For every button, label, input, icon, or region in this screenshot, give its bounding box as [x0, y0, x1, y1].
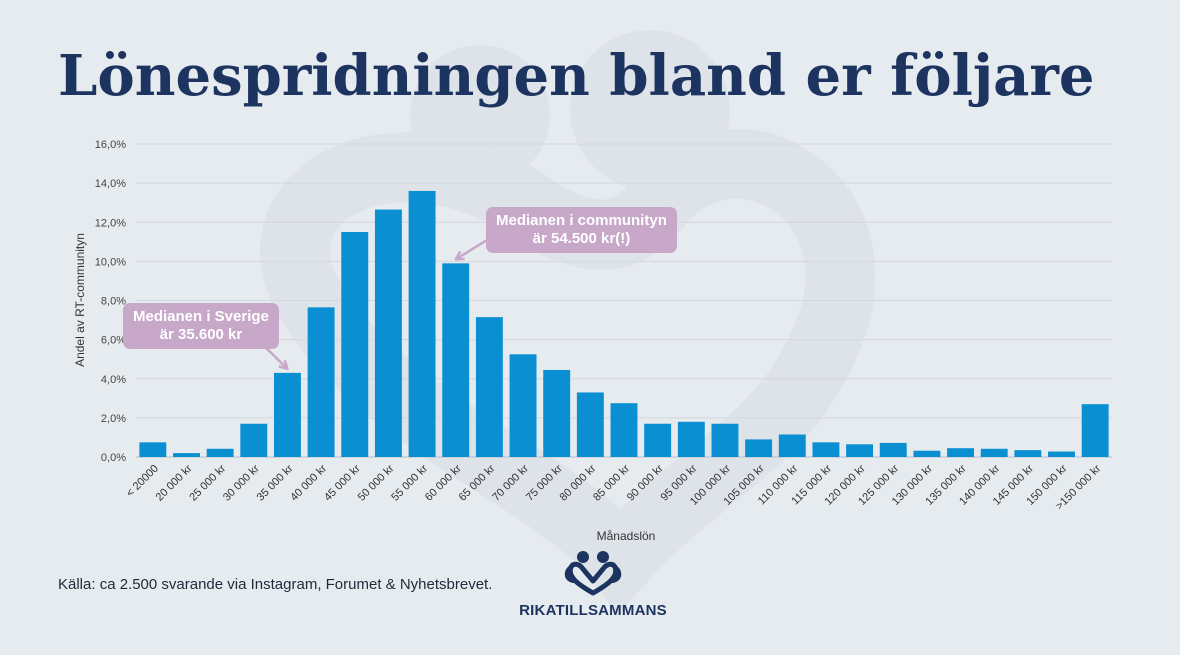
bar: [879, 442, 907, 457]
bar: [307, 307, 335, 457]
bar: [812, 442, 840, 457]
bar: [913, 450, 941, 457]
bar: [610, 403, 638, 457]
x-axis-label: Månadslön: [597, 529, 656, 543]
annotation-sweden-median: Medianen i Sverige är 35.600 kr: [123, 303, 279, 349]
bar: [240, 423, 268, 457]
heart-people-icon: [564, 551, 622, 596]
bar: [1014, 450, 1042, 457]
bar: [273, 372, 301, 457]
bar: [1048, 451, 1075, 457]
y-axis-label: Andel av RT-communityn: [73, 233, 87, 367]
bar: [846, 444, 874, 457]
bar: [509, 354, 537, 457]
annotation-line: är 35.600 kr: [159, 326, 243, 343]
bar: [1081, 404, 1109, 457]
bar: [711, 423, 739, 457]
bar: [576, 392, 604, 457]
y-tick-label: 14,0%: [95, 178, 126, 190]
y-tick-label: 12,0%: [95, 217, 126, 229]
bar: [442, 263, 470, 457]
bar: [408, 190, 436, 457]
bar: [980, 448, 1008, 457]
y-tick-label: 4,0%: [101, 374, 126, 386]
logo: RIKATILLSAMMANS: [513, 545, 673, 625]
y-tick-label: 2,0%: [101, 413, 126, 425]
page-title: Lönespridningen bland er följare: [58, 43, 1095, 109]
bar: [475, 317, 503, 457]
annotation-community-median: Medianen i communityn är 54.500 kr(!): [486, 207, 677, 253]
bars: [139, 190, 1109, 457]
y-tick-label: 10,0%: [95, 256, 126, 268]
bar: [644, 423, 672, 457]
annotation-line: är 54.500 kr(!): [532, 230, 631, 247]
y-tick-label: 0,0%: [101, 452, 126, 464]
bar: [341, 232, 369, 457]
logo-text: RIKATILLSAMMANS: [519, 602, 667, 619]
annotation-line: Medianen i Sverige: [133, 308, 269, 325]
y-tick-label: 8,0%: [101, 296, 126, 308]
bar: [206, 448, 234, 457]
source-note: Källa: ca 2.500 svarande via Instagram, …: [58, 576, 493, 593]
y-tick-labels: 0,0% 2,0% 4,0% 6,0% 8,0% 10,0% 12,0% 14,0% 16,0%: [95, 139, 126, 464]
bar: [947, 448, 975, 457]
annotation-line: Medianen i communityn: [496, 212, 667, 229]
bar: [139, 442, 167, 457]
bar: [677, 421, 705, 457]
bar: [173, 453, 200, 457]
y-tick-label: 6,0%: [101, 335, 126, 347]
bar: [778, 434, 806, 457]
y-tick-label: 16,0%: [95, 139, 126, 151]
bar: [374, 209, 402, 457]
bar: [543, 369, 571, 457]
bar: [745, 439, 773, 457]
